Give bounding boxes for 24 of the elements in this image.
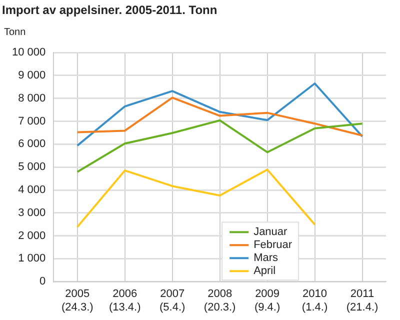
y-tick-label: 0 — [40, 276, 46, 288]
legend-label: Februar — [254, 239, 292, 252]
y-tick-label: 4 000 — [18, 184, 46, 196]
y-axis-title: Tonn — [4, 27, 26, 38]
y-tick-label: 7 000 — [18, 115, 46, 128]
y-tick-label: 9 000 — [18, 70, 46, 82]
x-tick-label: 2005 (24.3.) — [61, 288, 94, 314]
y-tick-label: 2 000 — [18, 230, 46, 242]
legend-label: April — [254, 265, 276, 278]
y-tick-label: 6 000 — [18, 138, 46, 150]
legend-label: Mars — [254, 252, 279, 264]
x-tick-label: 2008 (20.3.) — [204, 288, 236, 314]
chart-title: Import av appelsiner. 2005-2011. Tonn — [2, 3, 218, 17]
y-tick-label: 1 000 — [18, 252, 46, 265]
x-tick-label: 2009 (9.4.) — [254, 288, 280, 314]
x-tick-label: 2010 (1.4.) — [302, 288, 328, 314]
y-tick-label: 10 000 — [12, 46, 46, 59]
legend-label: Januar — [254, 226, 288, 238]
y-tick-label: 5 000 — [18, 161, 46, 174]
y-tick-label: 8 000 — [18, 92, 46, 104]
y-tick-label: 3 000 — [18, 206, 46, 219]
x-tick-label: 2006 (13.4.) — [108, 288, 141, 314]
x-tick-label: 2011 (21.4.) — [346, 288, 378, 314]
x-tick-label: 2007 (5.4.) — [160, 288, 186, 314]
